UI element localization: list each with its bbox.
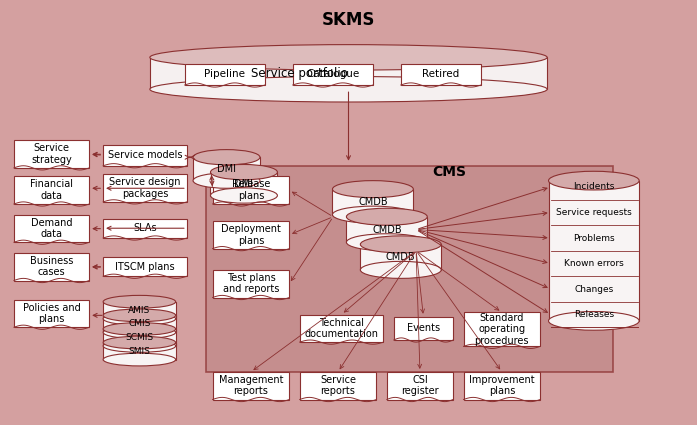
Ellipse shape — [360, 261, 441, 278]
Text: Incidents: Incidents — [574, 182, 615, 192]
Polygon shape — [193, 157, 260, 181]
FancyBboxPatch shape — [300, 314, 383, 342]
FancyBboxPatch shape — [185, 64, 265, 85]
FancyBboxPatch shape — [401, 64, 481, 85]
Text: Service
strategy: Service strategy — [31, 143, 72, 165]
Text: Pipeline: Pipeline — [204, 69, 245, 79]
FancyBboxPatch shape — [103, 219, 187, 238]
FancyBboxPatch shape — [103, 257, 187, 276]
Polygon shape — [103, 343, 176, 360]
Text: Catalogue: Catalogue — [306, 69, 360, 79]
Ellipse shape — [103, 309, 176, 322]
Text: Changes: Changes — [574, 284, 614, 294]
Ellipse shape — [103, 312, 176, 325]
Text: Financial
data: Financial data — [30, 179, 73, 201]
FancyBboxPatch shape — [206, 166, 613, 372]
FancyBboxPatch shape — [394, 317, 453, 340]
FancyBboxPatch shape — [387, 372, 453, 400]
Text: Service portfolio: Service portfolio — [252, 67, 348, 80]
Text: CMDB: CMDB — [358, 197, 388, 207]
Ellipse shape — [103, 295, 176, 308]
FancyBboxPatch shape — [103, 144, 187, 166]
Text: CMS: CMS — [433, 165, 466, 179]
Polygon shape — [549, 181, 639, 321]
Polygon shape — [360, 244, 441, 270]
FancyBboxPatch shape — [14, 140, 89, 168]
Ellipse shape — [150, 76, 547, 102]
Text: Known errors: Known errors — [565, 259, 624, 268]
Text: AMIS: AMIS — [128, 306, 151, 315]
Text: SMIS: SMIS — [128, 346, 151, 356]
Ellipse shape — [210, 188, 277, 203]
Ellipse shape — [103, 353, 176, 366]
Text: Service design
packages: Service design packages — [109, 177, 181, 199]
Ellipse shape — [193, 150, 260, 165]
Ellipse shape — [332, 181, 413, 198]
FancyBboxPatch shape — [14, 300, 89, 327]
FancyBboxPatch shape — [213, 176, 289, 204]
Text: Retired: Retired — [422, 69, 459, 79]
Text: Improvement
plans: Improvement plans — [469, 375, 535, 397]
Polygon shape — [150, 57, 547, 89]
FancyBboxPatch shape — [213, 372, 289, 400]
Polygon shape — [210, 172, 277, 196]
Ellipse shape — [346, 208, 427, 225]
Text: DMI: DMI — [217, 164, 236, 174]
Text: CMIS: CMIS — [128, 319, 151, 329]
Polygon shape — [103, 315, 176, 332]
Text: SLAs: SLAs — [133, 224, 157, 233]
Ellipse shape — [346, 234, 427, 251]
Ellipse shape — [103, 326, 176, 339]
Polygon shape — [103, 329, 176, 346]
Text: Deployment
plans: Deployment plans — [221, 224, 281, 246]
Text: Problems: Problems — [574, 233, 615, 243]
Ellipse shape — [103, 336, 176, 349]
Text: SCMIS: SCMIS — [125, 333, 153, 342]
Text: CMDB: CMDB — [386, 252, 415, 262]
Text: Releases: Releases — [574, 310, 614, 319]
Text: Events: Events — [407, 323, 440, 333]
FancyBboxPatch shape — [213, 270, 289, 298]
FancyBboxPatch shape — [14, 215, 89, 242]
Text: DMI: DMI — [234, 179, 254, 189]
Text: Service models: Service models — [108, 150, 182, 160]
Text: Service
reports: Service reports — [320, 375, 356, 397]
Text: Service requests: Service requests — [556, 208, 632, 217]
FancyBboxPatch shape — [14, 176, 89, 204]
FancyBboxPatch shape — [293, 64, 373, 85]
Polygon shape — [332, 189, 413, 215]
Polygon shape — [103, 302, 176, 319]
Text: Management
reports: Management reports — [219, 375, 283, 397]
Ellipse shape — [150, 45, 547, 70]
Ellipse shape — [103, 340, 176, 352]
Ellipse shape — [332, 206, 413, 223]
Text: Release
plans: Release plans — [231, 179, 270, 201]
FancyBboxPatch shape — [464, 312, 540, 346]
Ellipse shape — [549, 312, 639, 330]
Text: Test plans
and reports: Test plans and reports — [223, 273, 279, 295]
FancyBboxPatch shape — [14, 253, 89, 280]
Polygon shape — [346, 217, 427, 242]
Ellipse shape — [103, 323, 176, 335]
FancyBboxPatch shape — [300, 372, 376, 400]
Text: SKMS: SKMS — [322, 11, 375, 28]
Text: Business
cases: Business cases — [30, 256, 73, 278]
Ellipse shape — [549, 171, 639, 190]
Text: CMDB: CMDB — [372, 224, 401, 235]
Ellipse shape — [360, 236, 441, 253]
Text: Standard
operating
procedures: Standard operating procedures — [475, 313, 529, 346]
Text: CSI
register: CSI register — [401, 375, 438, 397]
Ellipse shape — [193, 173, 260, 188]
Ellipse shape — [210, 164, 277, 180]
FancyBboxPatch shape — [103, 174, 187, 202]
Text: Demand
data: Demand data — [31, 218, 72, 239]
FancyBboxPatch shape — [213, 221, 289, 249]
Text: Policies and
plans: Policies and plans — [23, 303, 80, 324]
Text: ITSCM plans: ITSCM plans — [115, 262, 175, 272]
FancyBboxPatch shape — [464, 372, 540, 400]
Text: Technical
documentation: Technical documentation — [305, 317, 378, 339]
